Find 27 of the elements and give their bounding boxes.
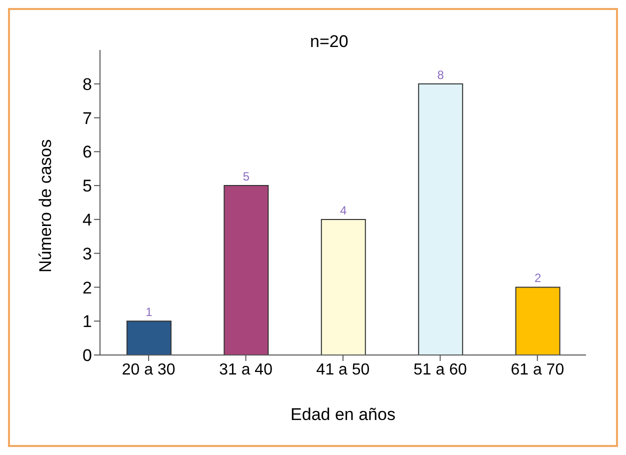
bar xyxy=(418,83,464,355)
annotation: n=20 xyxy=(310,32,348,52)
x-tick-label: 20 a 30 xyxy=(122,361,176,378)
y-tick-label: 3 xyxy=(82,244,92,264)
y-axis-title: Número de casos xyxy=(36,139,56,272)
data-label: 5 xyxy=(242,170,250,184)
x-tick-label: 51 a 60 xyxy=(414,361,467,378)
bar xyxy=(515,286,560,355)
x-axis-title: Edad en años xyxy=(290,405,396,424)
y-tick-label: 1 xyxy=(82,312,92,332)
x-tick-label: 41 a 50 xyxy=(316,361,370,378)
bar xyxy=(126,320,172,355)
y-tick-label: 6 xyxy=(82,142,92,162)
y-tick-label: 0 xyxy=(82,346,92,366)
y-tick-label: 5 xyxy=(82,176,92,196)
bar xyxy=(320,218,366,355)
data-label: 8 xyxy=(437,68,444,82)
x-tick-label: 31 a 40 xyxy=(219,361,273,378)
x-tick-label: 61 a 70 xyxy=(510,361,564,378)
bar xyxy=(224,185,269,355)
y-tick-label: 4 xyxy=(82,210,92,230)
data-label: 1 xyxy=(146,305,153,320)
data-label: 4 xyxy=(340,203,348,218)
y-tick-label: 7 xyxy=(82,108,92,128)
data-label: 2 xyxy=(534,271,542,286)
y-tick-label: 8 xyxy=(82,74,92,94)
y-tick-label: 2 xyxy=(82,278,92,298)
